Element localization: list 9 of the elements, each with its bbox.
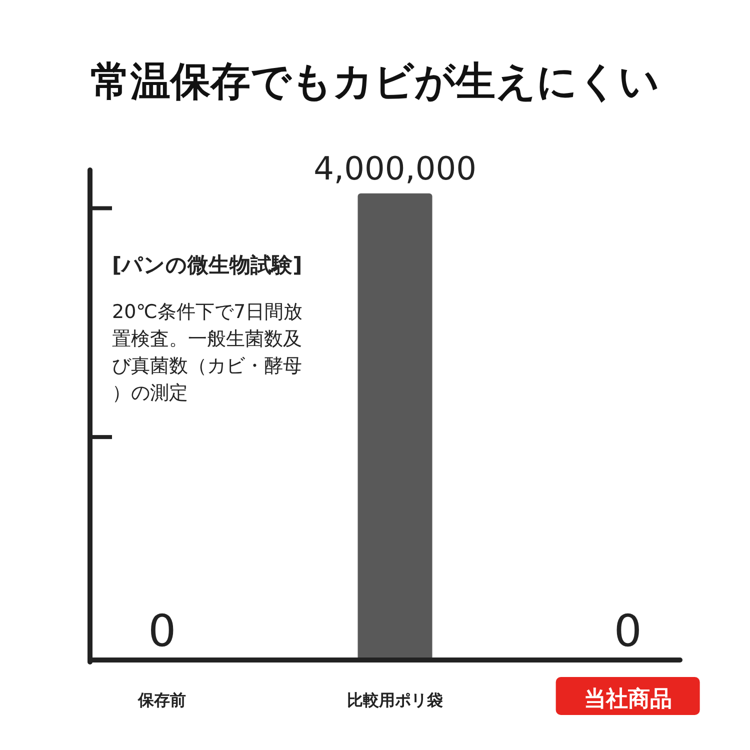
x-tick-label: 保存前: [137, 690, 186, 710]
data-label: 0: [148, 606, 176, 657]
data-label: 0: [614, 606, 642, 657]
x-tick-label: 当社商品: [584, 686, 672, 712]
x-tick-label: 比較用ポリ袋: [347, 690, 443, 710]
annotation: [パンの微生物試験]: [112, 253, 302, 277]
annotation: 20℃条件下で7日間放置検査。一般生菌数及び真菌数（カビ・酵母）の測定: [112, 301, 303, 404]
data-label: 4,000,000: [314, 149, 476, 188]
chart-title: 常温保存でもカビが生えにくい: [90, 59, 660, 105]
